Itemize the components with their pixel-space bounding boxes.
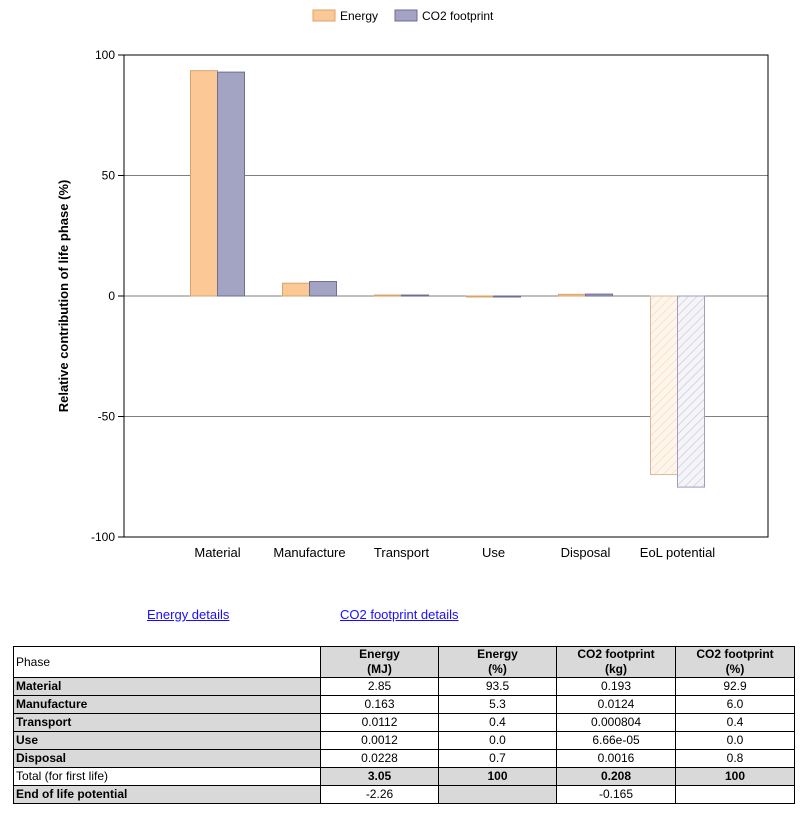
cell-energy-pct: 93.5 [438, 677, 557, 696]
total-co2-kg: 0.208 [556, 767, 676, 786]
table-row: Manufacture 0.163 5.3 0.0124 6.0 [13, 695, 795, 714]
row-phase-label: Material [13, 677, 321, 696]
table-header-row: Phase Energy (MJ) Energy (%) CO2 footpri… [13, 646, 795, 678]
cell-energy-pct: 0.0 [438, 731, 557, 750]
y-tick-label: -100 [91, 530, 115, 544]
energy-details-link[interactable]: Energy details [147, 607, 230, 622]
bar-energy [190, 70, 218, 297]
table-row: Disposal 0.0228 0.7 0.0016 0.8 [13, 749, 795, 768]
total-energy-mj: 3.05 [320, 767, 439, 786]
header-energy-mj: Energy (MJ) [320, 646, 439, 678]
header-phase: Phase [13, 646, 321, 678]
cell-co2-kg: 0.0016 [556, 749, 676, 768]
header-energy-pct: Energy (%) [438, 646, 557, 678]
x-axis-labels: Material Manufacture Transport Use Disposal E… [194, 545, 715, 560]
chart-bars [190, 70, 705, 488]
bar-co2 [309, 281, 337, 297]
legend-label: CO2 footprint [422, 9, 494, 23]
legend-label: Energy [340, 9, 378, 23]
total-co2-pct: 100 [675, 767, 795, 786]
bar-co2 [677, 295, 705, 488]
chart-legend: Energy CO2 footprint [312, 9, 494, 23]
bar-co2 [401, 294, 429, 297]
cell-co2-kg: 6.66e-05 [556, 731, 676, 750]
row-phase-label: Disposal [13, 749, 321, 768]
row-phase-label: Use [13, 731, 321, 750]
cell-energy-mj: 0.0112 [320, 713, 439, 732]
legend-swatch [312, 9, 336, 22]
cell-co2-kg: 0.0124 [556, 695, 676, 714]
header-energy-pct-text: Energy (%) [477, 647, 518, 676]
bar-co2 [493, 295, 521, 298]
table-eol-row: End of life potential -2.26 -0.165 [13, 785, 795, 804]
total-energy-pct: 100 [438, 767, 557, 786]
cell-energy-mj: 0.0012 [320, 731, 439, 750]
bar-energy [466, 295, 494, 298]
header-co2-pct: CO2 footprint (%) [675, 646, 795, 678]
eol-co2-pct-empty [675, 785, 795, 804]
bar-co2 [217, 71, 245, 297]
y-tick-label: 100 [95, 48, 115, 62]
cell-co2-pct: 0.4 [675, 713, 795, 732]
cell-co2-pct: 0.0 [675, 731, 795, 750]
cell-energy-mj: 0.163 [320, 695, 439, 714]
y-tick-label: -50 [98, 410, 116, 424]
header-co2-kg-text: CO2 footprint (kg) [577, 647, 655, 676]
bar-co2 [585, 293, 613, 297]
y-axis-label: Relative contribution of life phase (%) [56, 180, 71, 413]
y-tick-label: 50 [102, 169, 116, 183]
eol-label: End of life potential [13, 785, 321, 804]
x-tick-label: Use [482, 545, 505, 560]
cell-co2-pct: 6.0 [675, 695, 795, 714]
bar-chart: Energy CO2 footprint 100 50 0 -50 -100 Materi… [56, 9, 769, 560]
detail-links: Energy details CO2 footprint details [0, 607, 807, 627]
cell-energy-pct: 0.4 [438, 713, 557, 732]
cell-energy-mj: 0.0228 [320, 749, 439, 768]
x-tick-label: Material [194, 545, 240, 560]
y-axis-ticks: 100 50 0 -50 -100 [91, 48, 124, 544]
table-row: Material 2.85 93.5 0.193 92.9 [13, 677, 795, 696]
bar-energy [558, 293, 586, 297]
x-tick-label: Manufacture [273, 545, 345, 560]
bar-energy [650, 295, 678, 476]
co2-footprint-details-link[interactable]: CO2 footprint details [340, 607, 459, 622]
total-label: Total (for first life) [13, 767, 321, 786]
table-row: Transport 0.0112 0.4 0.000804 0.4 [13, 713, 795, 732]
header-energy-mj-text: Energy (MJ) [359, 647, 400, 676]
cell-energy-pct: 0.7 [438, 749, 557, 768]
eol-energy-mj: -2.26 [320, 785, 439, 804]
cell-co2-pct: 0.8 [675, 749, 795, 768]
eol-energy-pct-empty [438, 785, 557, 804]
results-table: Phase Energy (MJ) Energy (%) CO2 footpri… [13, 646, 795, 804]
x-tick-label: Disposal [561, 545, 611, 560]
cell-energy-mj: 2.85 [320, 677, 439, 696]
table-row: Use 0.0012 0.0 6.66e-05 0.0 [13, 731, 795, 750]
header-co2-kg: CO2 footprint (kg) [556, 646, 676, 678]
x-tick-label: Transport [374, 545, 430, 560]
bar-energy [282, 282, 310, 297]
table-total-row: Total (for first life) 3.05 100 0.208 10… [13, 767, 795, 786]
cell-energy-pct: 5.3 [438, 695, 557, 714]
bar-energy [374, 294, 402, 297]
legend-swatch [394, 9, 418, 22]
row-phase-label: Transport [13, 713, 321, 732]
eol-co2-kg: -0.165 [556, 785, 676, 804]
row-phase-label: Manufacture [13, 695, 321, 714]
y-tick-label: 0 [108, 289, 115, 303]
cell-co2-pct: 92.9 [675, 677, 795, 696]
cell-co2-kg: 0.193 [556, 677, 676, 696]
cell-co2-kg: 0.000804 [556, 713, 676, 732]
x-tick-label: EoL potential [640, 545, 716, 560]
header-co2-pct-text: CO2 footprint (%) [696, 647, 774, 676]
